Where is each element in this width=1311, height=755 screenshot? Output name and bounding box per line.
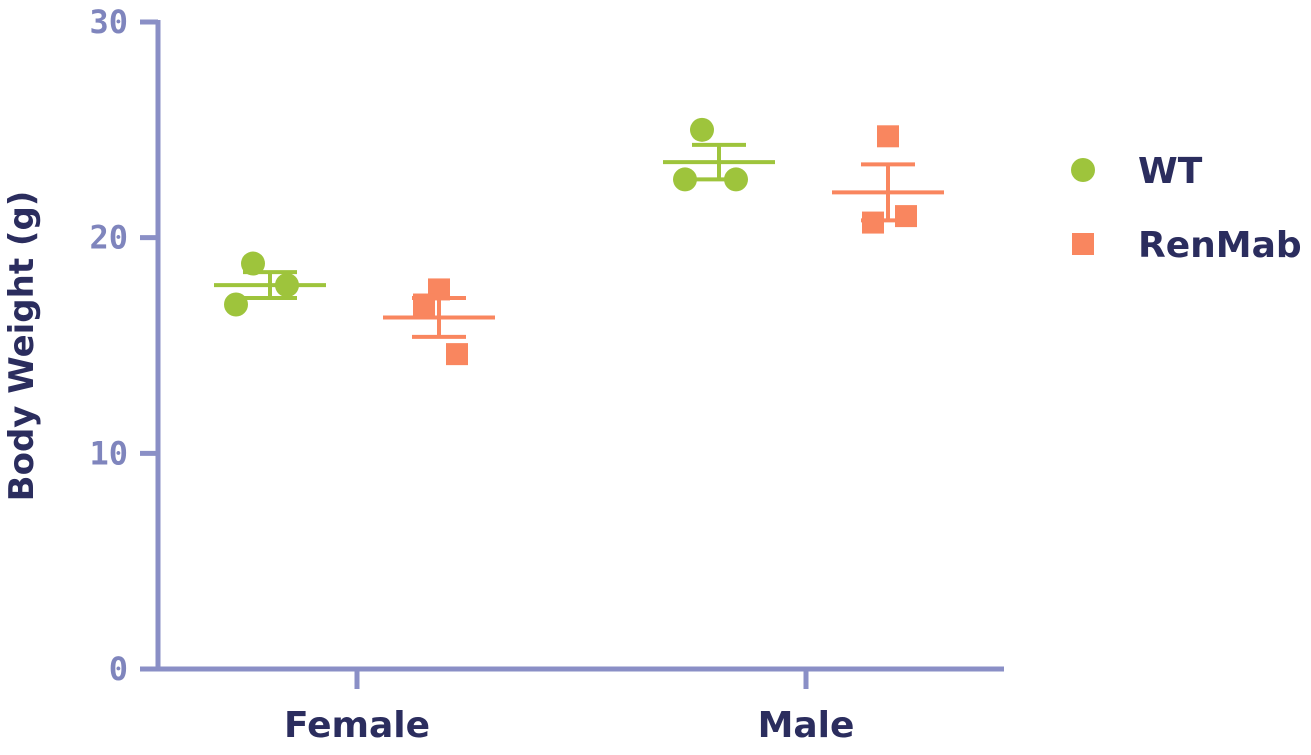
legend-label-renmab: RenMab	[1138, 225, 1302, 266]
legend-label-wt: WT	[1138, 151, 1203, 192]
axes	[140, 20, 1004, 672]
y-tick-label: 0	[109, 650, 128, 688]
data-point-wt	[673, 167, 697, 192]
legend-marker-renmab	[1072, 233, 1094, 255]
y-tick-label: 20	[89, 219, 128, 257]
data-point-renmab	[446, 343, 468, 366]
x-ticks: Female Male	[284, 669, 854, 746]
y-tick-label: 30	[89, 3, 128, 41]
data-point-wt	[690, 117, 714, 142]
data-point-renmab	[877, 125, 899, 148]
data-point-wt	[724, 167, 748, 192]
data-point-wt	[224, 292, 248, 317]
y-axis-label: Body Weight (g)	[2, 191, 42, 502]
legend: WT RenMab	[1071, 151, 1302, 266]
x-tick-label: Male	[758, 705, 855, 746]
x-tick-label: Female	[284, 705, 430, 746]
y-ticks: 0 10 20 30	[89, 3, 158, 688]
data-point-wt	[241, 251, 265, 276]
y-tick-label: 10	[89, 434, 128, 472]
data-marks	[214, 117, 944, 366]
data-point-renmab	[413, 293, 435, 316]
legend-marker-wt	[1071, 158, 1095, 182]
data-point-renmab	[862, 211, 884, 234]
data-point-renmab	[895, 205, 917, 228]
data-point-wt	[275, 273, 299, 298]
